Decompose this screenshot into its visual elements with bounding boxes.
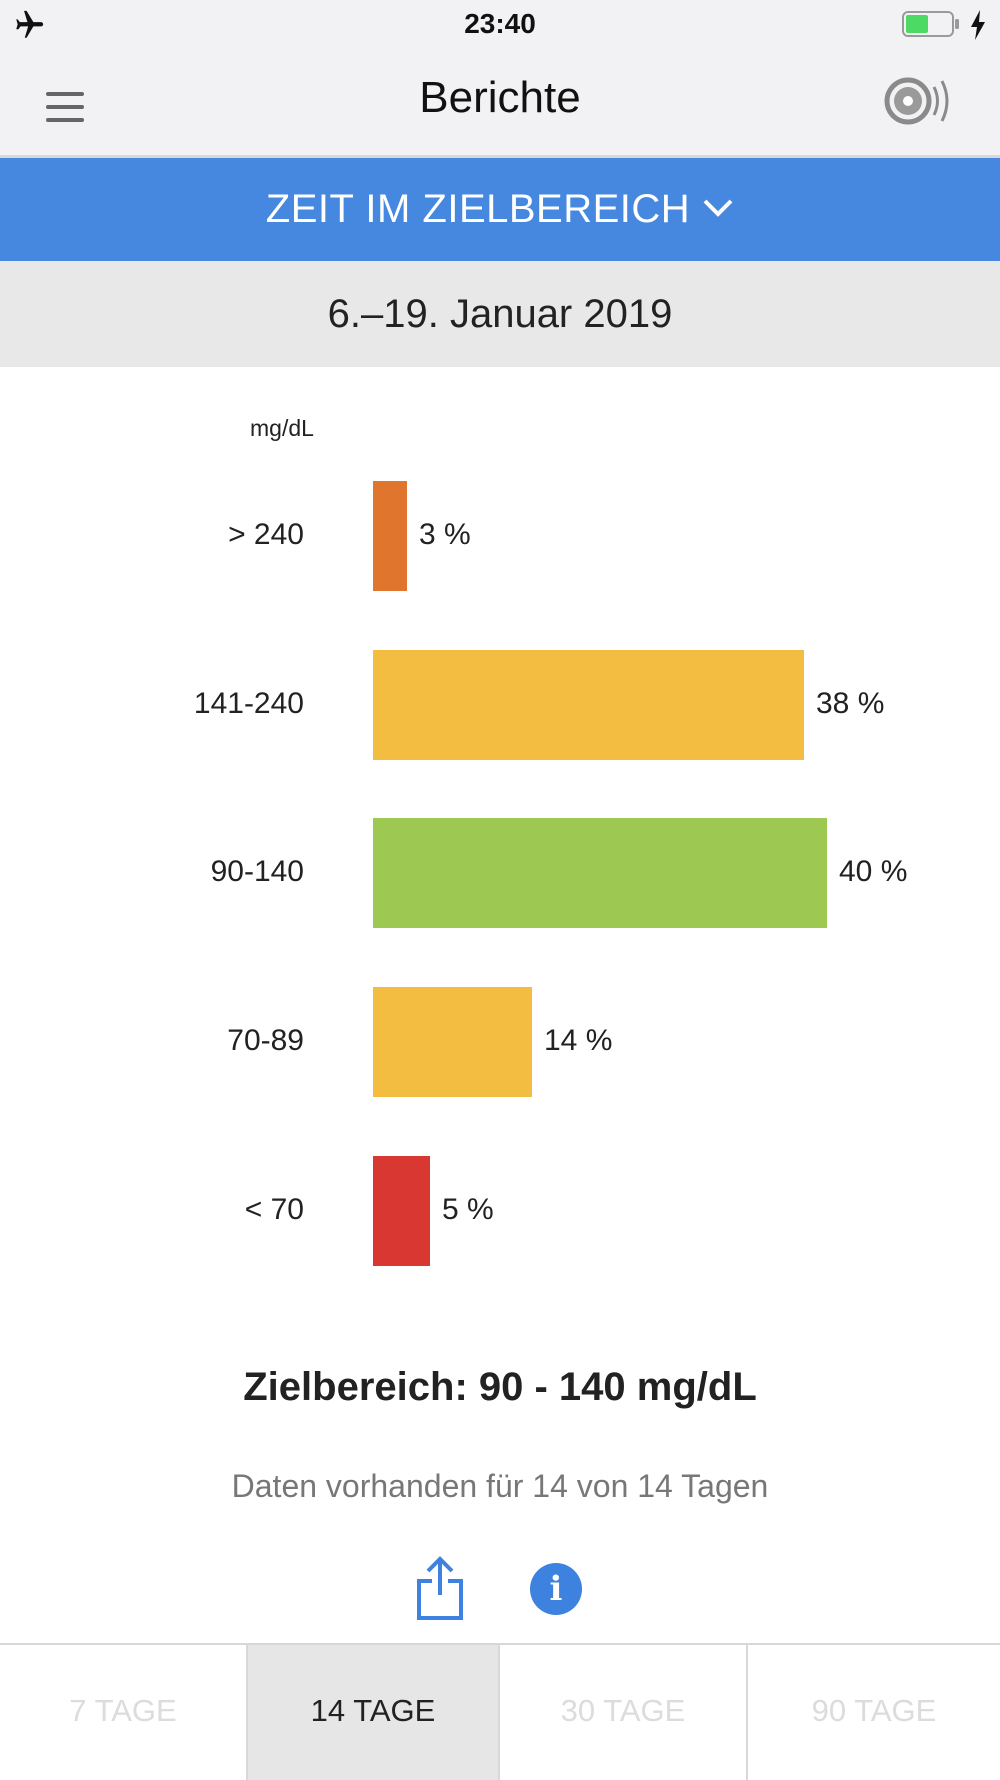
navigation-bar: Berichte: [0, 50, 1000, 158]
tab-30-days[interactable]: 30 TAGE: [560, 1693, 686, 1728]
date-range: 6.–19. Januar 2019: [0, 261, 1000, 367]
share-icon[interactable]: [414, 1555, 466, 1621]
bar-141-240: [373, 650, 804, 760]
bar-above-240: [373, 481, 407, 591]
charging-icon: [971, 10, 985, 40]
menu-button[interactable]: [46, 92, 86, 126]
report-type-dropdown[interactable]: ZEIT IM ZIELBEREICH: [0, 158, 1000, 261]
airplane-mode-icon: [16, 10, 44, 38]
status-bar: 23:40: [0, 0, 1000, 50]
tab-90-days[interactable]: 90 TAGE: [811, 1693, 937, 1728]
value-label: 38 %: [816, 687, 885, 720]
range-label: 141-240: [193, 687, 304, 720]
report-type-label: ZEIT IM ZIELBEREICH: [265, 187, 691, 231]
bar-below-70: [373, 1156, 430, 1266]
data-availability-text: Daten vorhanden für 14 von 14 Tagen: [231, 1468, 769, 1504]
period-tabbar: 7 TAGE 14 TAGE 30 TAGE 90 TAGE: [0, 1643, 1000, 1780]
range-label: < 70: [244, 1193, 304, 1226]
bar-70-89: [373, 987, 532, 1097]
sensor-icon[interactable]: [884, 74, 954, 128]
info-icon[interactable]: i: [530, 1563, 582, 1615]
status-time: 23:40: [464, 8, 536, 39]
range-label: > 240: [228, 518, 304, 551]
tab-7-days[interactable]: 7 TAGE: [69, 1693, 177, 1728]
battery-icon: [902, 11, 959, 37]
value-label: 14 %: [544, 1024, 613, 1057]
chart-unit-label: mg/dL: [250, 415, 314, 441]
tab-14-days[interactable]: 14 TAGE: [248, 1645, 498, 1780]
chevron-down-icon: [703, 200, 733, 218]
value-label: 40 %: [839, 855, 908, 888]
page-title: Berichte: [419, 73, 581, 122]
value-label: 5 %: [442, 1193, 494, 1226]
bar-90-140: [373, 818, 827, 928]
target-range-text: Zielbereich: 90 - 140 mg/dL: [243, 1365, 757, 1409]
value-label: 3 %: [419, 518, 471, 551]
range-label: 70-89: [227, 1024, 304, 1057]
range-label: 90-140: [210, 855, 304, 888]
